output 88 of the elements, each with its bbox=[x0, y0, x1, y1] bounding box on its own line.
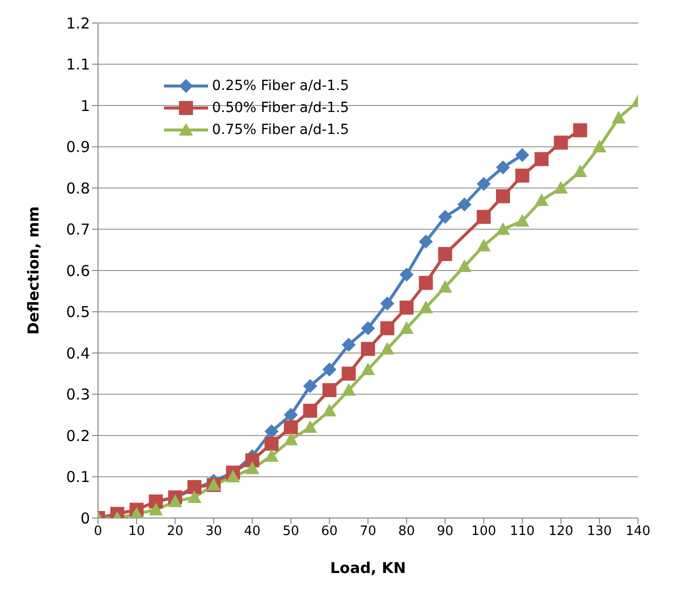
point bbox=[418, 234, 433, 249]
y-tick-label: 0.5 bbox=[66, 303, 90, 322]
x-tick-label: 110 bbox=[510, 524, 535, 540]
point bbox=[496, 189, 510, 204]
point bbox=[380, 296, 394, 310]
x-tick-label: 130 bbox=[587, 524, 612, 540]
x-tick-label: 20 bbox=[166, 524, 184, 540]
y-tick-label: 1.1 bbox=[66, 56, 90, 74]
point bbox=[534, 152, 549, 166]
point bbox=[380, 321, 394, 336]
point bbox=[400, 321, 414, 334]
y-tick-label: 0.2 bbox=[66, 426, 90, 445]
point bbox=[438, 280, 452, 293]
point bbox=[342, 338, 356, 352]
point bbox=[573, 123, 588, 138]
point bbox=[476, 238, 491, 252]
y-tick-label: 0.4 bbox=[66, 344, 90, 362]
x-tick-label: 50 bbox=[282, 524, 300, 540]
point bbox=[361, 342, 375, 356]
point bbox=[284, 420, 298, 434]
point bbox=[245, 453, 260, 468]
y-tick-label: 0.1 bbox=[66, 468, 90, 486]
point bbox=[284, 408, 298, 422]
y-axis-title: Deflection, mm bbox=[24, 206, 42, 335]
point bbox=[476, 176, 491, 191]
point bbox=[264, 424, 279, 438]
point bbox=[303, 420, 318, 433]
point bbox=[534, 193, 549, 206]
point bbox=[226, 470, 240, 482]
point bbox=[361, 321, 375, 336]
y-tick-label: 1.2 bbox=[66, 14, 90, 32]
point bbox=[322, 383, 336, 398]
point bbox=[400, 268, 414, 282]
point bbox=[515, 214, 530, 227]
point bbox=[168, 494, 182, 508]
x-tick-label: 30 bbox=[205, 524, 222, 540]
point bbox=[245, 462, 260, 474]
x-tick-label: 70 bbox=[360, 524, 376, 540]
x-tick-label: 120 bbox=[548, 524, 574, 540]
y-tick-label: 0.6 bbox=[66, 262, 90, 280]
y-tick-label: 0.3 bbox=[66, 386, 90, 404]
point bbox=[380, 342, 394, 354]
point bbox=[342, 383, 356, 396]
point bbox=[322, 404, 336, 416]
point bbox=[457, 259, 472, 272]
x-tick-label: 90 bbox=[436, 524, 454, 540]
point bbox=[496, 160, 510, 174]
point bbox=[573, 164, 588, 178]
point bbox=[554, 136, 568, 150]
point bbox=[554, 181, 568, 194]
point bbox=[592, 140, 606, 152]
point bbox=[342, 366, 356, 381]
point bbox=[284, 432, 298, 446]
legend-label: 0.75% Fiber a/d-1.5 bbox=[212, 122, 350, 138]
point bbox=[457, 198, 472, 212]
point bbox=[496, 222, 510, 235]
y-tick-label: 0.7 bbox=[66, 220, 90, 239]
legend-label: 0.25% Fiber a/d-1.5 bbox=[212, 78, 350, 94]
point bbox=[361, 362, 375, 376]
point bbox=[303, 404, 318, 418]
point bbox=[418, 276, 433, 290]
legend-label: 0.50% Fiber a/d-1.5 bbox=[212, 100, 350, 116]
y-tick-label: 1 bbox=[80, 96, 90, 115]
y-tick-label: 0 bbox=[80, 509, 90, 528]
x-tick-label: 140 bbox=[626, 524, 650, 540]
point bbox=[418, 300, 433, 314]
point bbox=[515, 148, 530, 162]
x-tick-label: 80 bbox=[398, 524, 415, 540]
point bbox=[264, 449, 279, 462]
point bbox=[612, 110, 626, 124]
x-tick-label: 10 bbox=[128, 524, 145, 540]
x-tick-label: 40 bbox=[244, 524, 261, 540]
point bbox=[322, 362, 336, 376]
point bbox=[438, 247, 452, 261]
x-tick-label: 60 bbox=[321, 524, 338, 540]
point bbox=[187, 490, 202, 503]
y-tick-label: 0.9 bbox=[66, 138, 90, 156]
x-axis-title: Load, KN bbox=[330, 559, 406, 577]
y-tick-label: 0.8 bbox=[66, 179, 90, 198]
point bbox=[264, 436, 279, 451]
point bbox=[476, 210, 491, 224]
point bbox=[303, 379, 318, 393]
point bbox=[148, 502, 163, 516]
x-tick-label: 100 bbox=[471, 524, 496, 540]
point bbox=[515, 168, 530, 183]
point bbox=[438, 210, 452, 224]
point bbox=[400, 300, 414, 315]
x-tick-label: 0 bbox=[94, 524, 102, 540]
